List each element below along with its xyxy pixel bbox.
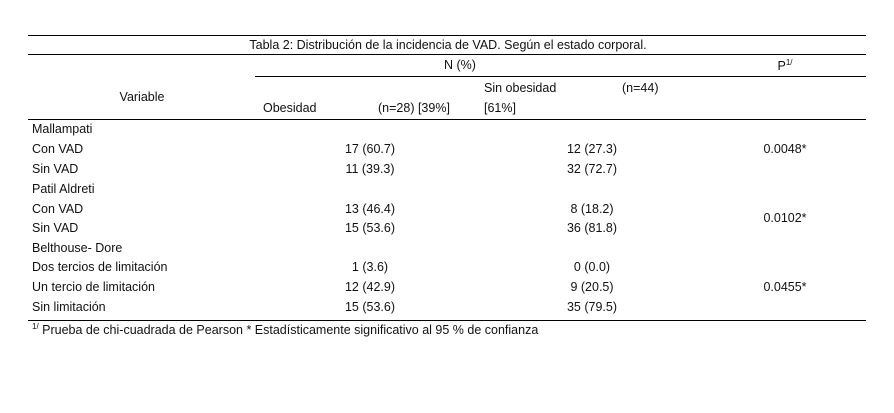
cell-sin-obesidad: 8 (18.2) bbox=[570, 202, 614, 216]
cell-obesidad: 1 (3.6) bbox=[351, 260, 389, 274]
row-label: Con VAD bbox=[32, 202, 84, 216]
table-title: Tabla 2: Distribución de la incidencia d… bbox=[249, 38, 647, 52]
cell-obesidad: 15 (53.6) bbox=[344, 300, 396, 314]
row-label: Mallampati bbox=[32, 122, 93, 136]
row-label: Sin VAD bbox=[32, 221, 79, 235]
footnote: 1/ Prueba de chi-cuadrada de Pearson * E… bbox=[32, 322, 539, 338]
cell-obesidad: 17 (60.7) bbox=[344, 142, 396, 156]
cell-sin-obesidad: 36 (81.8) bbox=[566, 221, 618, 235]
header-sin-obesidad-pct: [61%] bbox=[484, 101, 516, 115]
cell-obesidad: 15 (53.6) bbox=[344, 221, 396, 235]
header-obesidad: Obesidad bbox=[263, 101, 317, 115]
header-p: P1/ bbox=[777, 58, 793, 74]
cell-obesidad: 11 (39.3) bbox=[345, 162, 395, 176]
cell-sin-obesidad: 32 (72.7) bbox=[566, 162, 618, 176]
header-obesidad-n: (n=28) [39%] bbox=[378, 101, 450, 115]
cell-obesidad: 13 (46.4) bbox=[344, 202, 396, 216]
subheader-rule bbox=[255, 76, 866, 77]
p-value-belthouse: 0.0455* bbox=[763, 280, 807, 294]
cell-sin-obesidad: 12 (27.3) bbox=[566, 142, 618, 156]
header-variable: Variable bbox=[119, 90, 165, 104]
row-label: Patil Aldreti bbox=[32, 182, 95, 196]
row-label: Dos tercios de limitación bbox=[32, 260, 168, 274]
row-label: Con VAD bbox=[32, 142, 84, 156]
row-label: Sin limitación bbox=[32, 300, 106, 314]
top-rule bbox=[28, 35, 866, 36]
p-value-mallampati: 0.0048* bbox=[763, 142, 807, 156]
cell-obesidad: 12 (42.9) bbox=[344, 280, 396, 294]
row-label: Un tercio de limitación bbox=[32, 280, 155, 294]
header-rule bbox=[28, 119, 866, 120]
cell-sin-obesidad: 0 (0.0) bbox=[573, 260, 611, 274]
p-value-patil: 0.0102* bbox=[763, 211, 807, 225]
header-n-pct: N (%) bbox=[444, 58, 476, 72]
row-label: Belthouse- Dore bbox=[32, 241, 123, 255]
cell-sin-obesidad: 35 (79.5) bbox=[566, 300, 618, 314]
header-sin-obesidad-n: (n=44) bbox=[622, 81, 659, 95]
cell-sin-obesidad: 9 (20.5) bbox=[570, 280, 614, 294]
bottom-rule bbox=[28, 320, 866, 321]
row-label: Sin VAD bbox=[32, 162, 79, 176]
title-rule bbox=[28, 54, 866, 55]
header-sin-obesidad: Sin obesidad bbox=[484, 81, 557, 95]
